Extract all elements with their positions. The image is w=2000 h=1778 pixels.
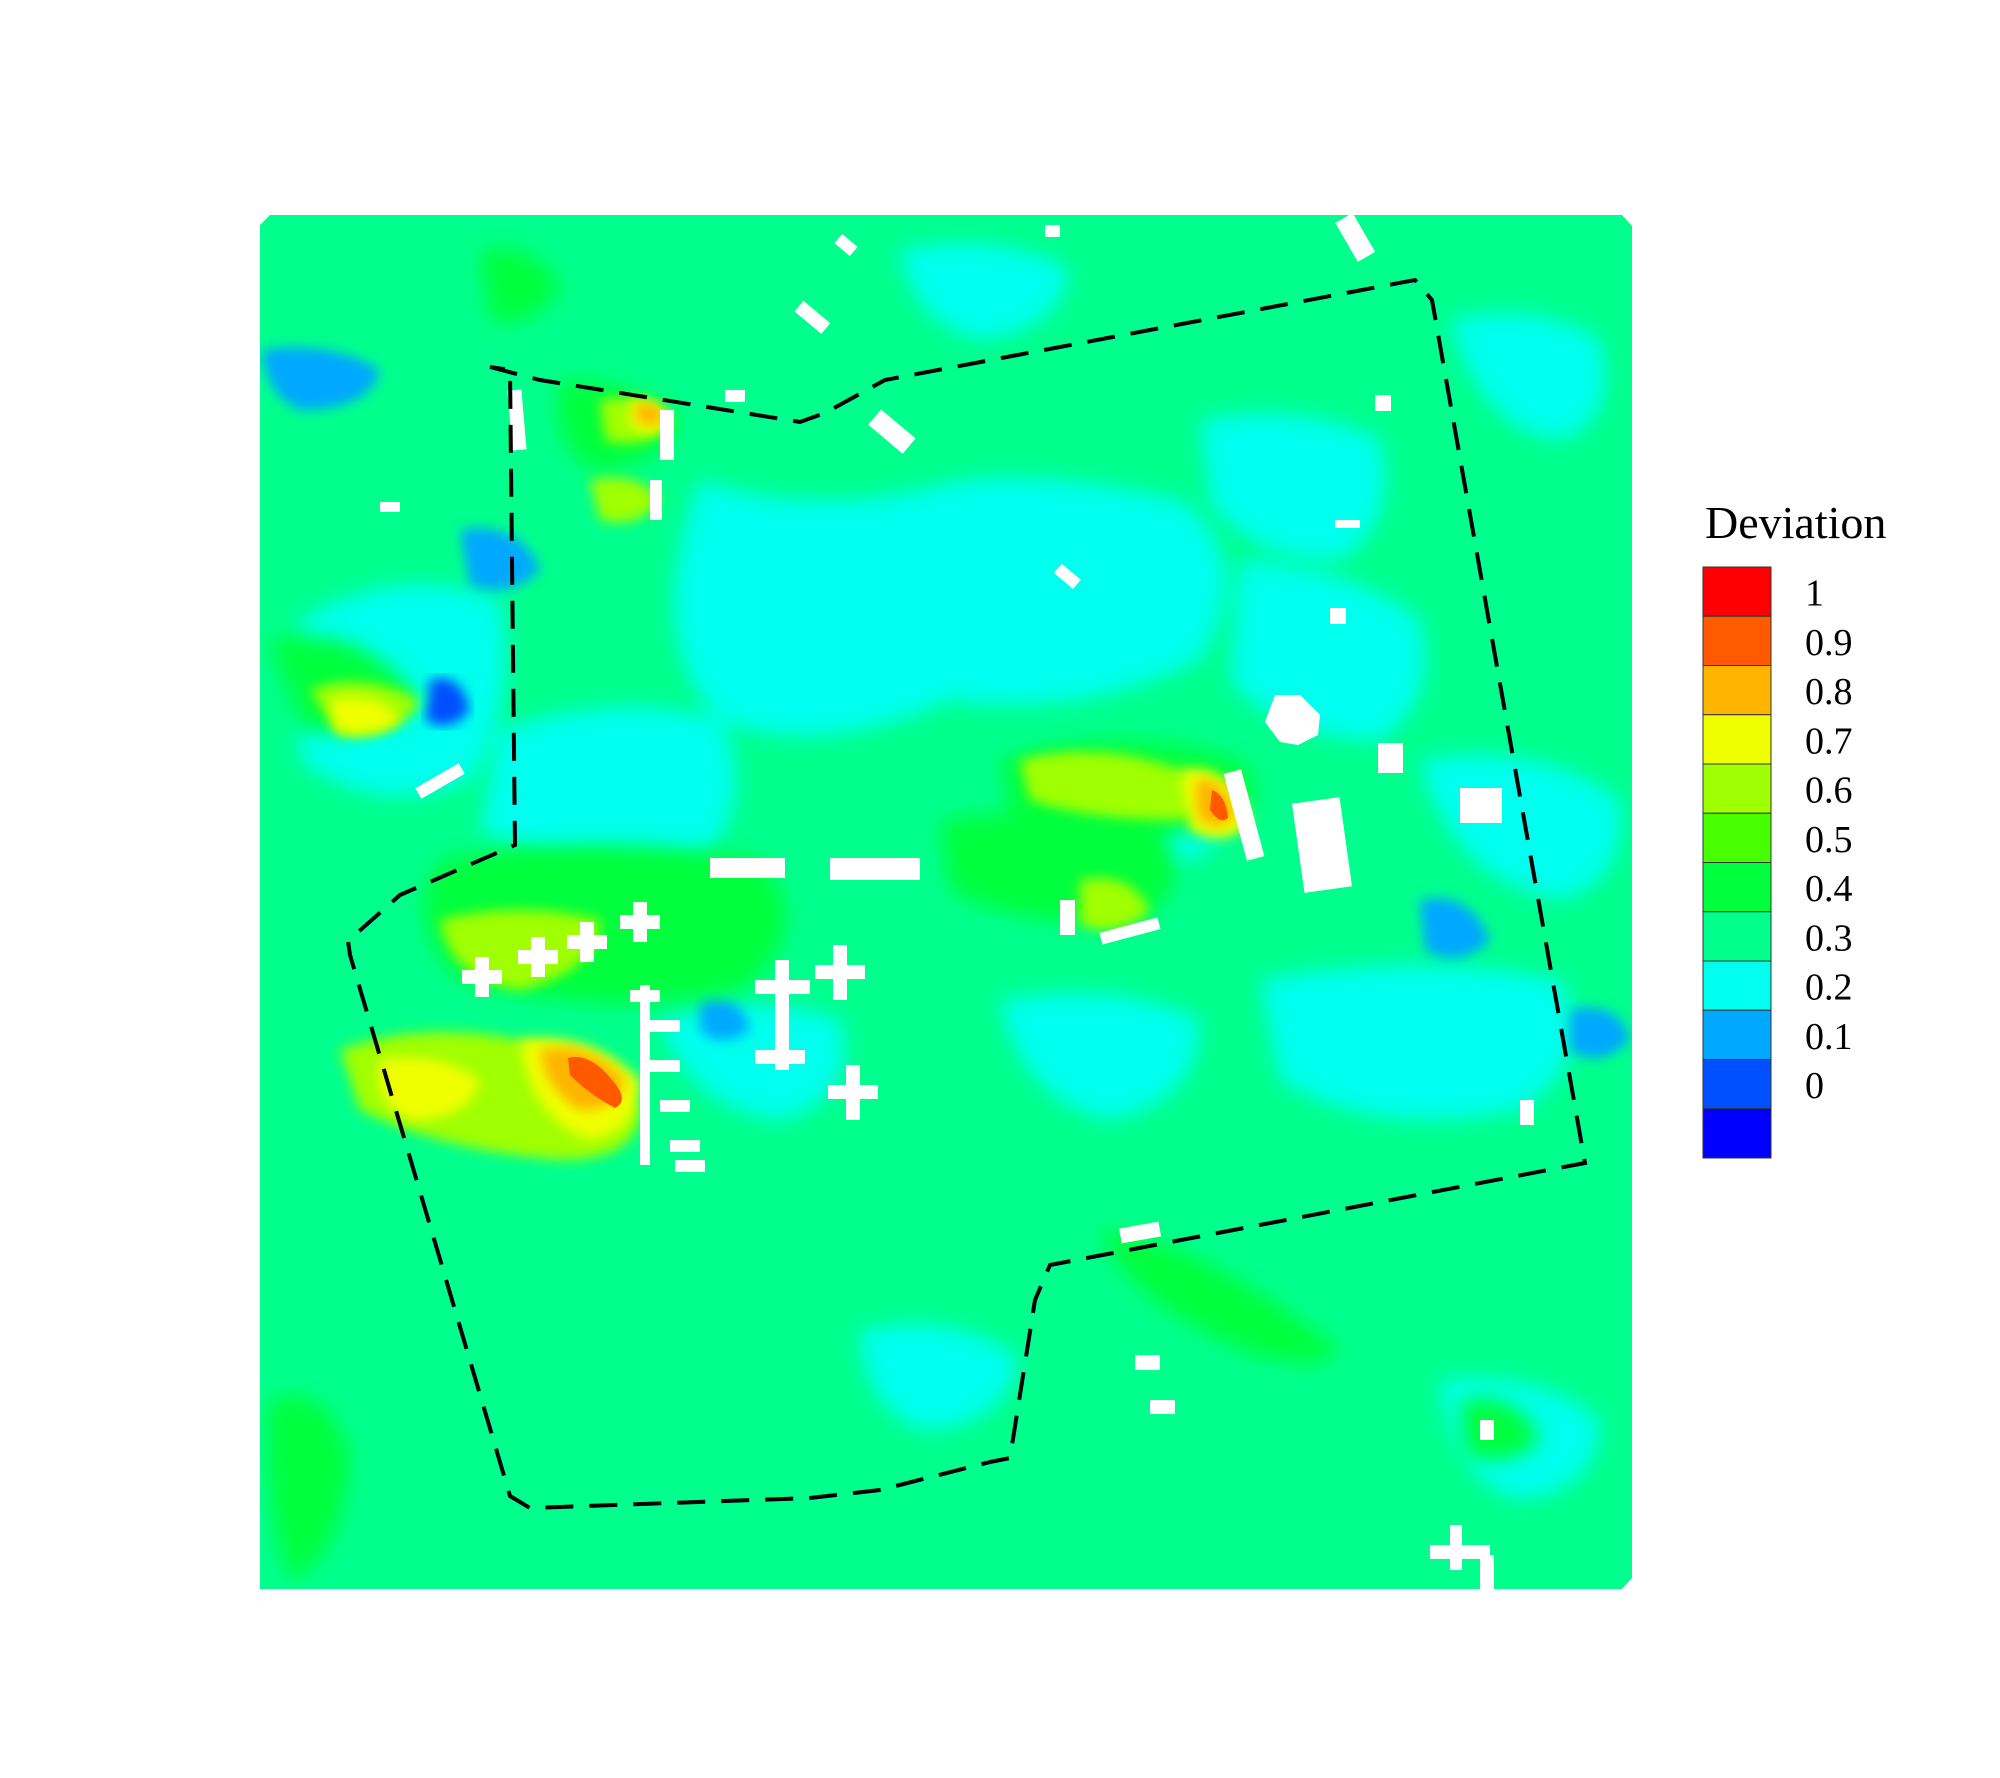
legend-tick-label: 0.5 <box>1805 819 1853 861</box>
legend-swatch <box>1702 714 1772 765</box>
legend-tick-label: 0.9 <box>1805 622 1853 664</box>
legend-tick-label: 0.2 <box>1805 967 1853 1009</box>
legend-swatch <box>1702 615 1772 666</box>
legend-swatch <box>1702 1108 1772 1159</box>
cyan-regions <box>300 243 1622 1500</box>
legend-swatch <box>1702 812 1772 863</box>
legend-swatch <box>1702 911 1772 962</box>
legend-swatches <box>1702 566 1772 1159</box>
legend-tick-label: 1 <box>1805 573 1824 615</box>
legend-swatch <box>1702 665 1772 716</box>
legend-swatch <box>1702 960 1772 1011</box>
legend-swatch <box>1702 763 1772 814</box>
building-footprints <box>380 215 1534 1589</box>
legend-swatch <box>1702 862 1772 913</box>
contour-field <box>260 215 1632 1589</box>
legend-swatch <box>1702 1059 1772 1110</box>
blue-regions <box>262 347 1630 1058</box>
color-legend: Deviation 1 0.9 0.8 0.7 0.6 0.5 0.4 0.3 0.2 0.1 0 <box>1702 497 1886 1159</box>
red-orange-regions <box>568 790 1228 1108</box>
legend-tick-label: 0.7 <box>1805 720 1853 762</box>
cross-buildings <box>462 902 1494 1589</box>
legend-tick-label: 0.4 <box>1805 868 1853 910</box>
legend-tick-label: 0.3 <box>1805 917 1853 959</box>
legend-tick-label: 0.6 <box>1805 770 1853 812</box>
legend-ticks: 1 0.9 0.8 0.7 0.6 0.5 0.4 0.3 0.2 0.1 0 <box>1805 573 1853 1108</box>
legend-title: Deviation <box>1705 497 1886 548</box>
legend-tick-label: 0 <box>1805 1065 1824 1107</box>
legend-swatch <box>1702 566 1772 617</box>
site-boundary <box>345 277 1588 1511</box>
legend-swatch <box>1702 1009 1772 1060</box>
legend-tick-label: 0.1 <box>1805 1016 1853 1058</box>
legend-tick-label: 0.8 <box>1805 671 1853 713</box>
deep-blue-spot <box>425 678 470 726</box>
